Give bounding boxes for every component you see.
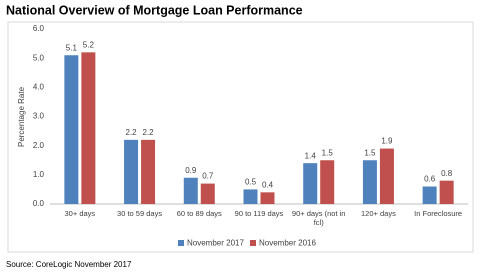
bar bbox=[320, 160, 335, 204]
data-label: 1.4 bbox=[305, 151, 317, 160]
bar bbox=[200, 183, 215, 204]
x-tick-label: 30 to 59 days bbox=[117, 209, 163, 218]
bar bbox=[439, 180, 454, 204]
data-label: 5.2 bbox=[83, 40, 95, 49]
x-tick-label-box: In Foreclosure bbox=[414, 209, 463, 218]
y-axis-label: Percentage Rate bbox=[17, 86, 26, 147]
x-tick-label: 120+ days bbox=[361, 209, 396, 218]
bar bbox=[379, 148, 394, 204]
y-tick-label: 5.0 bbox=[33, 53, 45, 62]
data-label: 0.7 bbox=[202, 172, 214, 181]
x-tick-label: In Foreclosure bbox=[414, 209, 463, 218]
data-label: 2.2 bbox=[143, 128, 155, 137]
bar bbox=[362, 160, 377, 204]
y-tick-label: 0.0 bbox=[33, 199, 45, 208]
x-tick-label: 90 to 119 days bbox=[234, 209, 284, 218]
bar bbox=[303, 163, 318, 204]
x-tick-label-box: 120+ days bbox=[361, 209, 396, 218]
bar bbox=[183, 177, 198, 204]
chart-title: National Overview of Mortgage Loan Perfo… bbox=[6, 3, 303, 17]
legend-label: November 2016 bbox=[259, 239, 316, 248]
data-label: 5.1 bbox=[66, 43, 78, 52]
chart-frame bbox=[7, 21, 474, 253]
data-label: 2.2 bbox=[126, 128, 138, 137]
data-label: 1.5 bbox=[322, 148, 334, 157]
x-tick-label-box: 30 to 59 days bbox=[117, 209, 163, 218]
bar bbox=[422, 186, 437, 204]
legend-swatch bbox=[178, 240, 184, 246]
data-label: 0.9 bbox=[185, 166, 197, 175]
data-label: 0.5 bbox=[245, 178, 257, 187]
x-tick-label: 90+ days (not in fcl) bbox=[291, 209, 346, 227]
bar bbox=[81, 52, 96, 205]
bar bbox=[124, 139, 139, 204]
x-tick-label-box: 60 to 89 days bbox=[176, 209, 222, 218]
data-label: 0.8 bbox=[441, 169, 453, 178]
source-note: Source: CoreLogic November 2017 bbox=[6, 260, 132, 269]
x-tick-label-box: 90 to 119 days bbox=[234, 209, 284, 218]
x-tick-label-box: 90+ days (not in fcl) bbox=[291, 209, 346, 227]
bar bbox=[260, 192, 275, 204]
bar bbox=[64, 55, 79, 204]
bar bbox=[141, 139, 156, 204]
bar bbox=[243, 189, 258, 204]
y-tick-label: 6.0 bbox=[33, 24, 45, 33]
legend-label: November 2017 bbox=[187, 239, 244, 248]
y-tick-label: 4.0 bbox=[33, 82, 45, 91]
data-label: 1.9 bbox=[381, 137, 393, 146]
data-label: 0.4 bbox=[262, 180, 274, 189]
x-tick-label: 30+ days bbox=[64, 209, 96, 218]
x-tick-label: 60 to 89 days bbox=[176, 209, 222, 218]
y-tick-label: 1.0 bbox=[33, 170, 45, 179]
legend-swatch bbox=[250, 240, 256, 246]
x-tick-label-box: 30+ days bbox=[64, 209, 96, 218]
data-label: 0.6 bbox=[424, 175, 436, 184]
y-tick-label: 3.0 bbox=[33, 112, 45, 121]
y-tick-label: 2.0 bbox=[33, 141, 45, 150]
data-label: 1.5 bbox=[364, 148, 376, 157]
